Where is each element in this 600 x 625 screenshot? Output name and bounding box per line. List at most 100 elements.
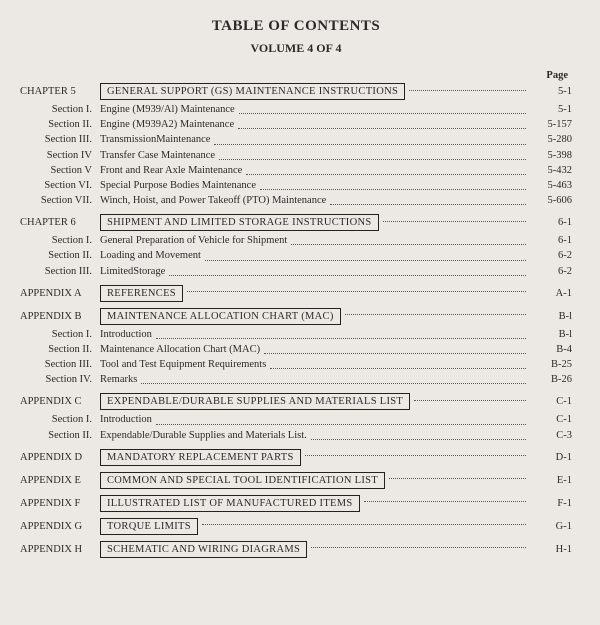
toc-chapter-label: APPENDIX H	[20, 544, 100, 555]
toc-section-label: Section IV.	[20, 373, 100, 387]
leader-dots	[205, 260, 526, 261]
toc-section-title: Loading and Movement	[100, 249, 201, 263]
toc-section-page: C-3	[530, 429, 572, 443]
toc-section-row: Section I.IntroductionC-1	[20, 413, 572, 427]
table-of-contents: CHAPTER 5GENERAL SUPPORT (GS) MAINTENANC…	[20, 83, 572, 558]
toc-section-page: 5-1	[530, 103, 572, 117]
toc-group: APPENDIX DMANDATORY REPLACEMENT PARTSD-1	[20, 449, 572, 466]
toc-chapter-row: APPENDIX BMAINTENANCE ALLOCATION CHART (…	[20, 308, 572, 325]
toc-section-page: 6-2	[530, 265, 572, 279]
toc-chapter-page: C-1	[530, 396, 572, 407]
toc-section-title: Remarks	[100, 373, 137, 387]
leader-dots	[311, 439, 526, 440]
toc-section-row: Section IVTransfer Case Maintenance5-398	[20, 149, 572, 163]
toc-chapter-page: H-1	[530, 544, 572, 555]
toc-group: APPENDIX FILLUSTRATED LIST OF MANUFACTUR…	[20, 495, 572, 512]
toc-section-title: Engine (M939A2) Maintenance	[100, 118, 234, 132]
toc-chapter-label: APPENDIX F	[20, 498, 100, 509]
toc-section-label: Section III.	[20, 358, 100, 372]
toc-section-page: 5-398	[530, 149, 572, 163]
toc-chapter-heading: SCHEMATIC AND WIRING DIAGRAMS	[100, 541, 307, 558]
toc-chapter-row: CHAPTER 5GENERAL SUPPORT (GS) MAINTENANC…	[20, 83, 572, 100]
leader-dots	[389, 478, 526, 479]
toc-section-label: Section II.	[20, 343, 100, 357]
toc-section-label: Section VII.	[20, 194, 100, 208]
leader-dots	[311, 547, 526, 548]
toc-section-title: Winch, Hoist, and Power Takeoff (PTO) Ma…	[100, 194, 326, 208]
leader-dots	[383, 221, 526, 222]
toc-section-page: 5-432	[530, 164, 572, 178]
toc-section-label: Section I.	[20, 234, 100, 248]
toc-group: APPENDIX ECOMMON AND SPECIAL TOOL IDENTI…	[20, 472, 572, 489]
toc-section-row: Section II.Expendable/Durable Supplies a…	[20, 429, 572, 443]
leader-dots	[246, 174, 526, 175]
page-column-header: Page	[20, 70, 572, 81]
toc-chapter-row: APPENDIX GTORQUE LIMITSG-1	[20, 518, 572, 535]
leader-dots	[156, 424, 526, 425]
leader-dots	[156, 338, 526, 339]
toc-chapter-label: APPENDIX E	[20, 475, 100, 486]
leader-dots	[291, 244, 526, 245]
toc-group: APPENDIX CEXPENDABLE/DURABLE SUPPLIES AN…	[20, 393, 572, 442]
leader-dots	[238, 128, 526, 129]
leader-dots	[260, 189, 526, 190]
toc-section-row: Section I.Engine (M939/Al) Maintenance5-…	[20, 103, 572, 117]
toc-section-row: Section II.Maintenance Allocation Chart …	[20, 343, 572, 357]
toc-chapter-row: APPENDIX DMANDATORY REPLACEMENT PARTSD-1	[20, 449, 572, 466]
toc-section-label: Section III.	[20, 265, 100, 279]
toc-chapter-row: CHAPTER 6SHIPMENT AND LIMITED STORAGE IN…	[20, 214, 572, 231]
toc-section-page: 5-157	[530, 118, 572, 132]
toc-group: APPENDIX BMAINTENANCE ALLOCATION CHART (…	[20, 308, 572, 388]
toc-chapter-row: APPENDIX AREFERENCESA-1	[20, 285, 572, 302]
toc-chapter-heading: MAINTENANCE ALLOCATION CHART (MAC)	[100, 308, 341, 325]
toc-section-row: Section I.General Preparation of Vehicle…	[20, 234, 572, 248]
toc-section-page: B-4	[530, 343, 572, 357]
toc-chapter-heading: ILLUSTRATED LIST OF MANUFACTURED ITEMS	[100, 495, 360, 512]
toc-section-label: Section III.	[20, 133, 100, 147]
leader-dots	[202, 524, 526, 525]
leader-dots	[169, 275, 526, 276]
toc-chapter-row: APPENDIX CEXPENDABLE/DURABLE SUPPLIES AN…	[20, 393, 572, 410]
leader-dots	[264, 353, 526, 354]
toc-section-row: Section VII.Winch, Hoist, and Power Take…	[20, 194, 572, 208]
toc-section-row: Section III.TransmissionMaintenance5-280	[20, 133, 572, 147]
toc-chapter-label: APPENDIX B	[20, 311, 100, 322]
toc-chapter-label: CHAPTER 5	[20, 86, 100, 97]
toc-chapter-page: G-1	[530, 521, 572, 532]
toc-section-page: 6-2	[530, 249, 572, 263]
page-title: TABLE OF CONTENTS	[20, 18, 572, 35]
leader-dots	[345, 314, 526, 315]
toc-section-label: Section II.	[20, 118, 100, 132]
toc-section-title: General Preparation of Vehicle for Shipm…	[100, 234, 287, 248]
toc-section-row: Section IV.Remarks B-26	[20, 373, 572, 387]
toc-section-title: Special Purpose Bodies Maintenance	[100, 179, 256, 193]
toc-section-page: 5-606	[530, 194, 572, 208]
toc-section-label: Section II.	[20, 249, 100, 263]
toc-section-row: Section I.IntroductionB-l	[20, 328, 572, 342]
toc-chapter-heading: GENERAL SUPPORT (GS) MAINTENANCE INSTRUC…	[100, 83, 405, 100]
toc-section-label: Section IV	[20, 149, 100, 163]
toc-section-row: Section III.LimitedStorage6-2	[20, 265, 572, 279]
toc-chapter-page: 6-1	[530, 217, 572, 228]
toc-section-page: 5-280	[530, 133, 572, 147]
toc-chapter-heading: REFERENCES	[100, 285, 183, 302]
toc-section-page: C-1	[530, 413, 572, 427]
toc-section-title: Introduction	[100, 413, 152, 427]
leader-dots	[305, 455, 526, 456]
toc-section-label: Section I.	[20, 103, 100, 117]
volume-subtitle: VOLUME 4 OF 4	[20, 41, 572, 56]
toc-section-label: Section VI.	[20, 179, 100, 193]
toc-chapter-heading: SHIPMENT AND LIMITED STORAGE INSTRUCTION…	[100, 214, 379, 231]
toc-chapter-row: APPENDIX FILLUSTRATED LIST OF MANUFACTUR…	[20, 495, 572, 512]
toc-chapter-row: APPENDIX ECOMMON AND SPECIAL TOOL IDENTI…	[20, 472, 572, 489]
toc-group: APPENDIX HSCHEMATIC AND WIRING DIAGRAMS H…	[20, 541, 572, 558]
leader-dots	[187, 291, 526, 292]
leader-dots	[214, 144, 526, 145]
toc-group: CHAPTER 6SHIPMENT AND LIMITED STORAGE IN…	[20, 214, 572, 279]
leader-dots	[219, 159, 526, 160]
leader-dots	[364, 501, 526, 502]
toc-chapter-page: F-1	[530, 498, 572, 509]
toc-chapter-heading: COMMON AND SPECIAL TOOL IDENTIFICATION L…	[100, 472, 385, 489]
toc-chapter-label: APPENDIX G	[20, 521, 100, 532]
toc-section-page: B-26	[530, 373, 572, 387]
